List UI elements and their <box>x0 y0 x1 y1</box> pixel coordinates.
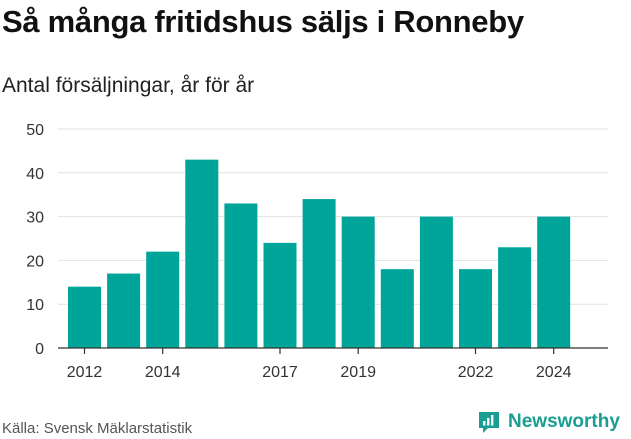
x-tick-label: 2024 <box>536 364 572 381</box>
x-tick-label: 2022 <box>458 364 494 381</box>
x-tick-label: 2017 <box>262 364 298 381</box>
source-note: Källa: Svensk Mäklarstatistik <box>2 420 193 437</box>
bar-2022 <box>459 269 492 348</box>
x-axis-labels: 2012 2014 2017 2019 2022 2024 <box>67 364 572 381</box>
x-tick-label: 2019 <box>340 364 376 381</box>
bar-2018 <box>302 199 336 348</box>
y-tick-label: 10 <box>26 297 44 314</box>
bar-2023 <box>498 247 532 348</box>
bar-2019 <box>341 216 375 348</box>
x-axis <box>58 347 608 354</box>
y-tick-label: 0 <box>35 341 44 358</box>
y-tick-label: 40 <box>26 166 44 183</box>
bars <box>68 159 571 348</box>
bar-2017 <box>263 242 297 348</box>
bar-2021 <box>419 216 453 348</box>
bar-2016 <box>224 203 258 348</box>
y-tick-label: 50 <box>26 122 44 139</box>
y-tick-label: 20 <box>26 253 44 270</box>
y-tick-label: 30 <box>26 210 44 227</box>
bar-2024 <box>537 216 571 348</box>
chart-title: Så många fritidshus säljs i Ronneby <box>2 4 524 39</box>
brand-logo[interactable]: Newsworthy <box>476 407 620 437</box>
bar-2020 <box>380 269 414 348</box>
x-tick-label: 2014 <box>145 364 181 381</box>
bar-2013 <box>107 273 141 348</box>
bar-2015 <box>185 159 219 348</box>
y-axis-labels: 0 10 20 30 40 50 <box>26 122 44 358</box>
brand-name: Newsworthy <box>508 411 620 432</box>
bar-2014 <box>146 251 180 348</box>
bar-2012 <box>68 286 101 348</box>
bar-chart: 0 10 20 30 40 50 2012 2014 2017 2019 2022 2024 <box>26 122 608 381</box>
chart-subtitle: Antal försäljningar, år för år <box>2 74 255 97</box>
x-tick-label: 2012 <box>67 364 103 381</box>
newsworthy-logo-icon <box>479 412 499 433</box>
